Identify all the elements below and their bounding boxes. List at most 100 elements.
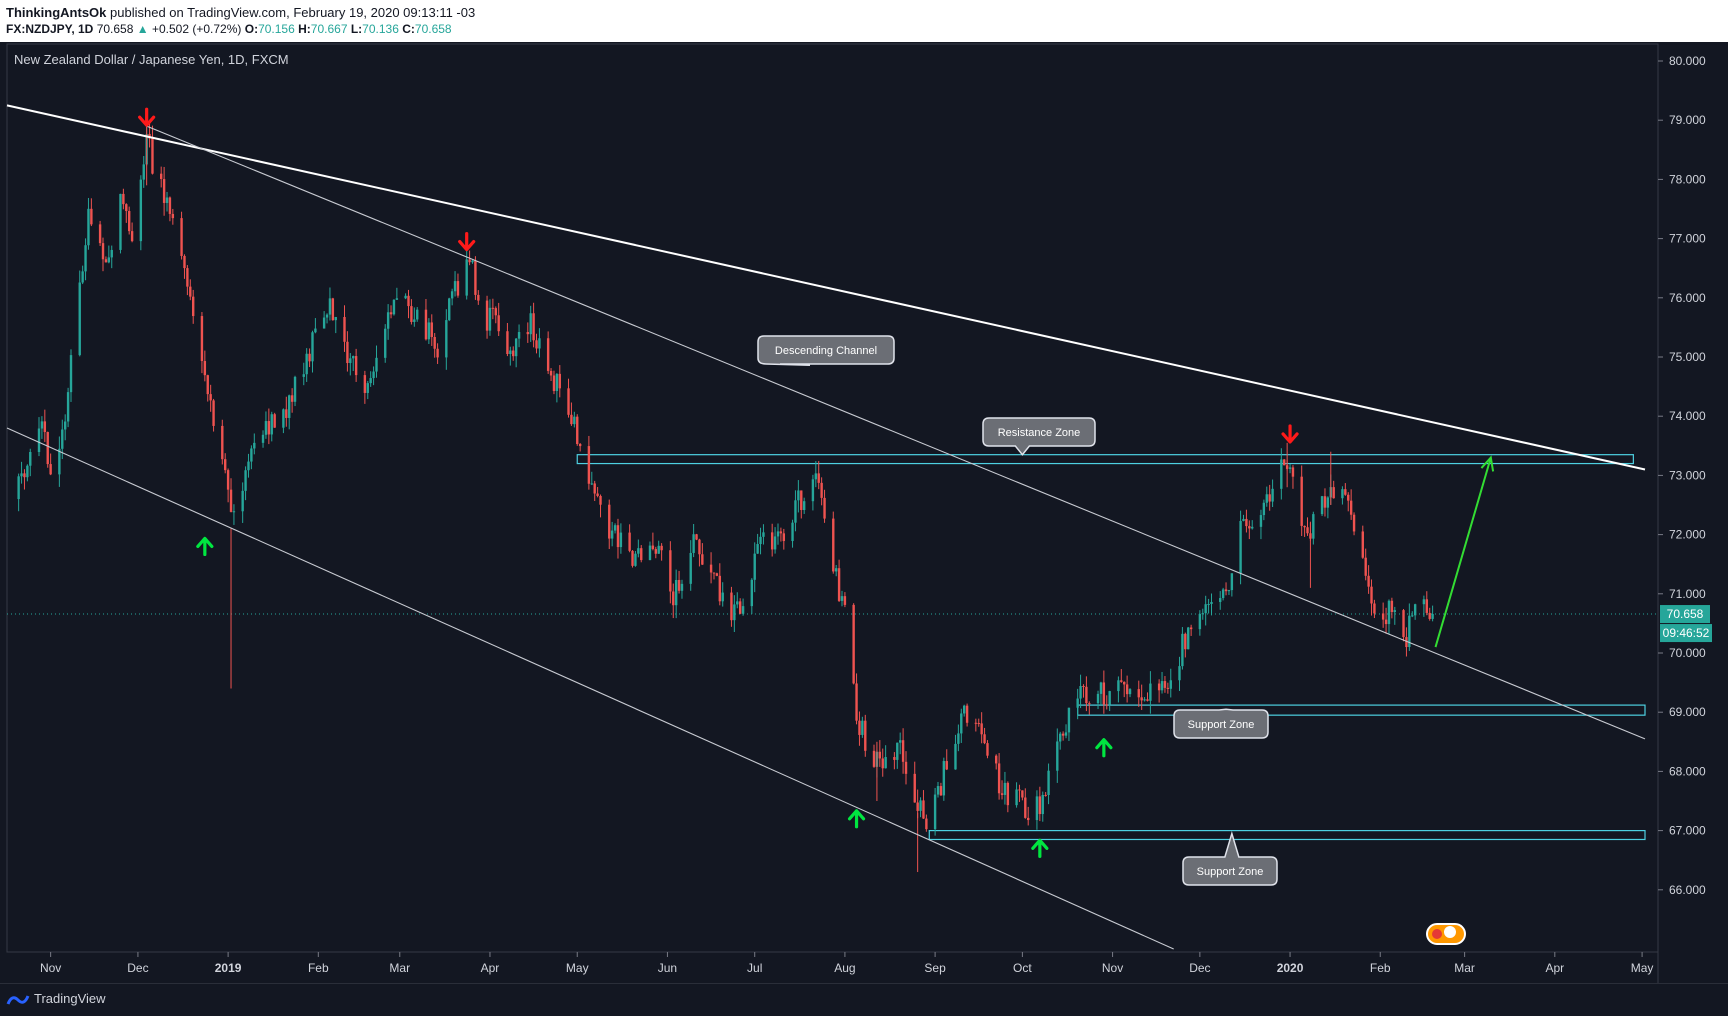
chart-title: New Zealand Dollar / Japanese Yen, 1D, F… — [14, 52, 289, 67]
candle-body — [555, 373, 559, 392]
candle-body — [244, 470, 247, 491]
candle-body — [558, 373, 561, 389]
candle-body — [1259, 515, 1263, 527]
candle-body — [1288, 467, 1292, 469]
price-tick-label: 77.000 — [1669, 232, 1706, 246]
candle-body — [212, 400, 215, 426]
candle-body — [119, 193, 122, 250]
candle-body — [730, 592, 733, 621]
candle-body — [512, 350, 515, 357]
support-zone-callout[interactable] — [1173, 708, 1269, 739]
price-tick-label: 76.000 — [1669, 291, 1706, 305]
candle-body — [837, 568, 841, 601]
support-zone-rect — [928, 829, 1646, 841]
descending-channel-callout[interactable] — [757, 335, 895, 367]
candle-body — [1268, 494, 1271, 502]
candle-body — [302, 374, 305, 377]
last-price-tag — [1660, 605, 1710, 624]
candle-body — [183, 255, 186, 269]
candle-body — [1408, 615, 1411, 648]
candle-body — [314, 328, 317, 333]
candle-body — [424, 309, 428, 340]
low-label: L: — [350, 22, 363, 36]
replay-badge-icon[interactable] — [1426, 923, 1466, 945]
published-text: published on TradingView.com, February 1… — [110, 5, 476, 20]
candle-body — [20, 473, 23, 477]
candle-body — [587, 446, 591, 484]
candle-body — [1178, 666, 1181, 681]
candle-body — [631, 550, 634, 566]
candle-body — [61, 429, 64, 449]
resistance-zone-callout[interactable] — [982, 417, 1096, 456]
candle-body — [1146, 699, 1149, 701]
candle-body — [919, 800, 922, 811]
candle-body — [325, 314, 329, 318]
candle-body — [1262, 502, 1266, 516]
candle-body — [802, 501, 806, 511]
candle-body — [66, 392, 70, 422]
candle-body — [142, 164, 145, 180]
footer-brand[interactable]: TradingView — [34, 991, 106, 1006]
candle-body — [322, 317, 326, 329]
candle-body — [29, 451, 32, 466]
candle-body — [884, 757, 887, 769]
candle-body — [619, 532, 623, 548]
candle-body — [692, 534, 695, 553]
candle-body — [1160, 681, 1164, 691]
candle-body — [189, 286, 192, 297]
candle-body — [1059, 733, 1062, 742]
candle-body — [1061, 733, 1065, 736]
candle-body — [1230, 573, 1234, 591]
candle-body — [151, 138, 154, 174]
projection-arrow-head-icon — [1480, 455, 1495, 472]
candle-body — [596, 493, 599, 496]
price-chart[interactable]: New Zealand Dollar / Japanese Yen, 1D, F… — [0, 42, 1728, 983]
candle-body — [1038, 796, 1042, 815]
candle-body — [354, 356, 358, 376]
channel-trendline — [6, 427, 1174, 950]
time-axis[interactable]: Nov Dec 2019 Feb Mar Apr May Jun Jul Aug Sep Oct Nov… — [40, 952, 1653, 975]
resistance-zone-label: Resistance Zone — [998, 427, 1081, 439]
candle-body — [1271, 488, 1274, 502]
price-axis[interactable]: 80.000 79.000 78.000 77.000 76.000 75.000 74.0… — [1658, 54, 1706, 897]
candle-body — [960, 713, 963, 734]
symbol-label[interactable]: FX:NZDJPY, 1D — [6, 22, 94, 36]
time-tick-label: May — [566, 961, 589, 975]
support-zone-callout[interactable] — [1182, 830, 1278, 886]
candle-body — [1210, 601, 1213, 605]
candle-body — [1123, 681, 1126, 685]
candle-body — [404, 295, 407, 299]
candle-body — [640, 548, 643, 561]
time-tick-label: May — [1631, 961, 1654, 975]
candle-body — [474, 260, 477, 295]
candle-body — [1198, 613, 1202, 630]
candle-body — [1239, 520, 1242, 574]
ohlc-legend: FX:NZDJPY, 1D 70.658 ▲ +0.502 (+0.72%) O… — [6, 22, 452, 36]
projection-layer — [1434, 455, 1495, 648]
candle-body — [1076, 698, 1079, 708]
candle-body — [241, 490, 244, 512]
tradingview-logo-icon[interactable] — [6, 992, 30, 1008]
candle-body — [864, 720, 867, 751]
chart-header: ThinkingAntsOk published on TradingView.… — [0, 0, 1728, 42]
author-name[interactable]: ThinkingAntsOk — [6, 5, 107, 20]
candle-body — [1044, 794, 1047, 796]
candle-body — [715, 573, 719, 576]
candle-body — [957, 733, 960, 744]
candle-body — [1157, 683, 1161, 691]
candle-body — [791, 522, 794, 542]
candle-body — [497, 315, 500, 332]
candle-body — [180, 218, 183, 256]
candle-body — [1204, 604, 1207, 614]
candle-body — [366, 383, 369, 393]
price-tick-label: 67.000 — [1669, 824, 1706, 838]
candle-body — [1326, 497, 1330, 508]
candle-body — [305, 353, 308, 375]
candle-body — [1189, 627, 1193, 630]
candle-body — [657, 545, 660, 554]
candle-body — [628, 532, 631, 551]
candle-body — [689, 552, 692, 584]
candle-body — [922, 800, 925, 819]
time-tick-label: Apr — [1545, 961, 1564, 975]
candle-body — [549, 370, 553, 376]
